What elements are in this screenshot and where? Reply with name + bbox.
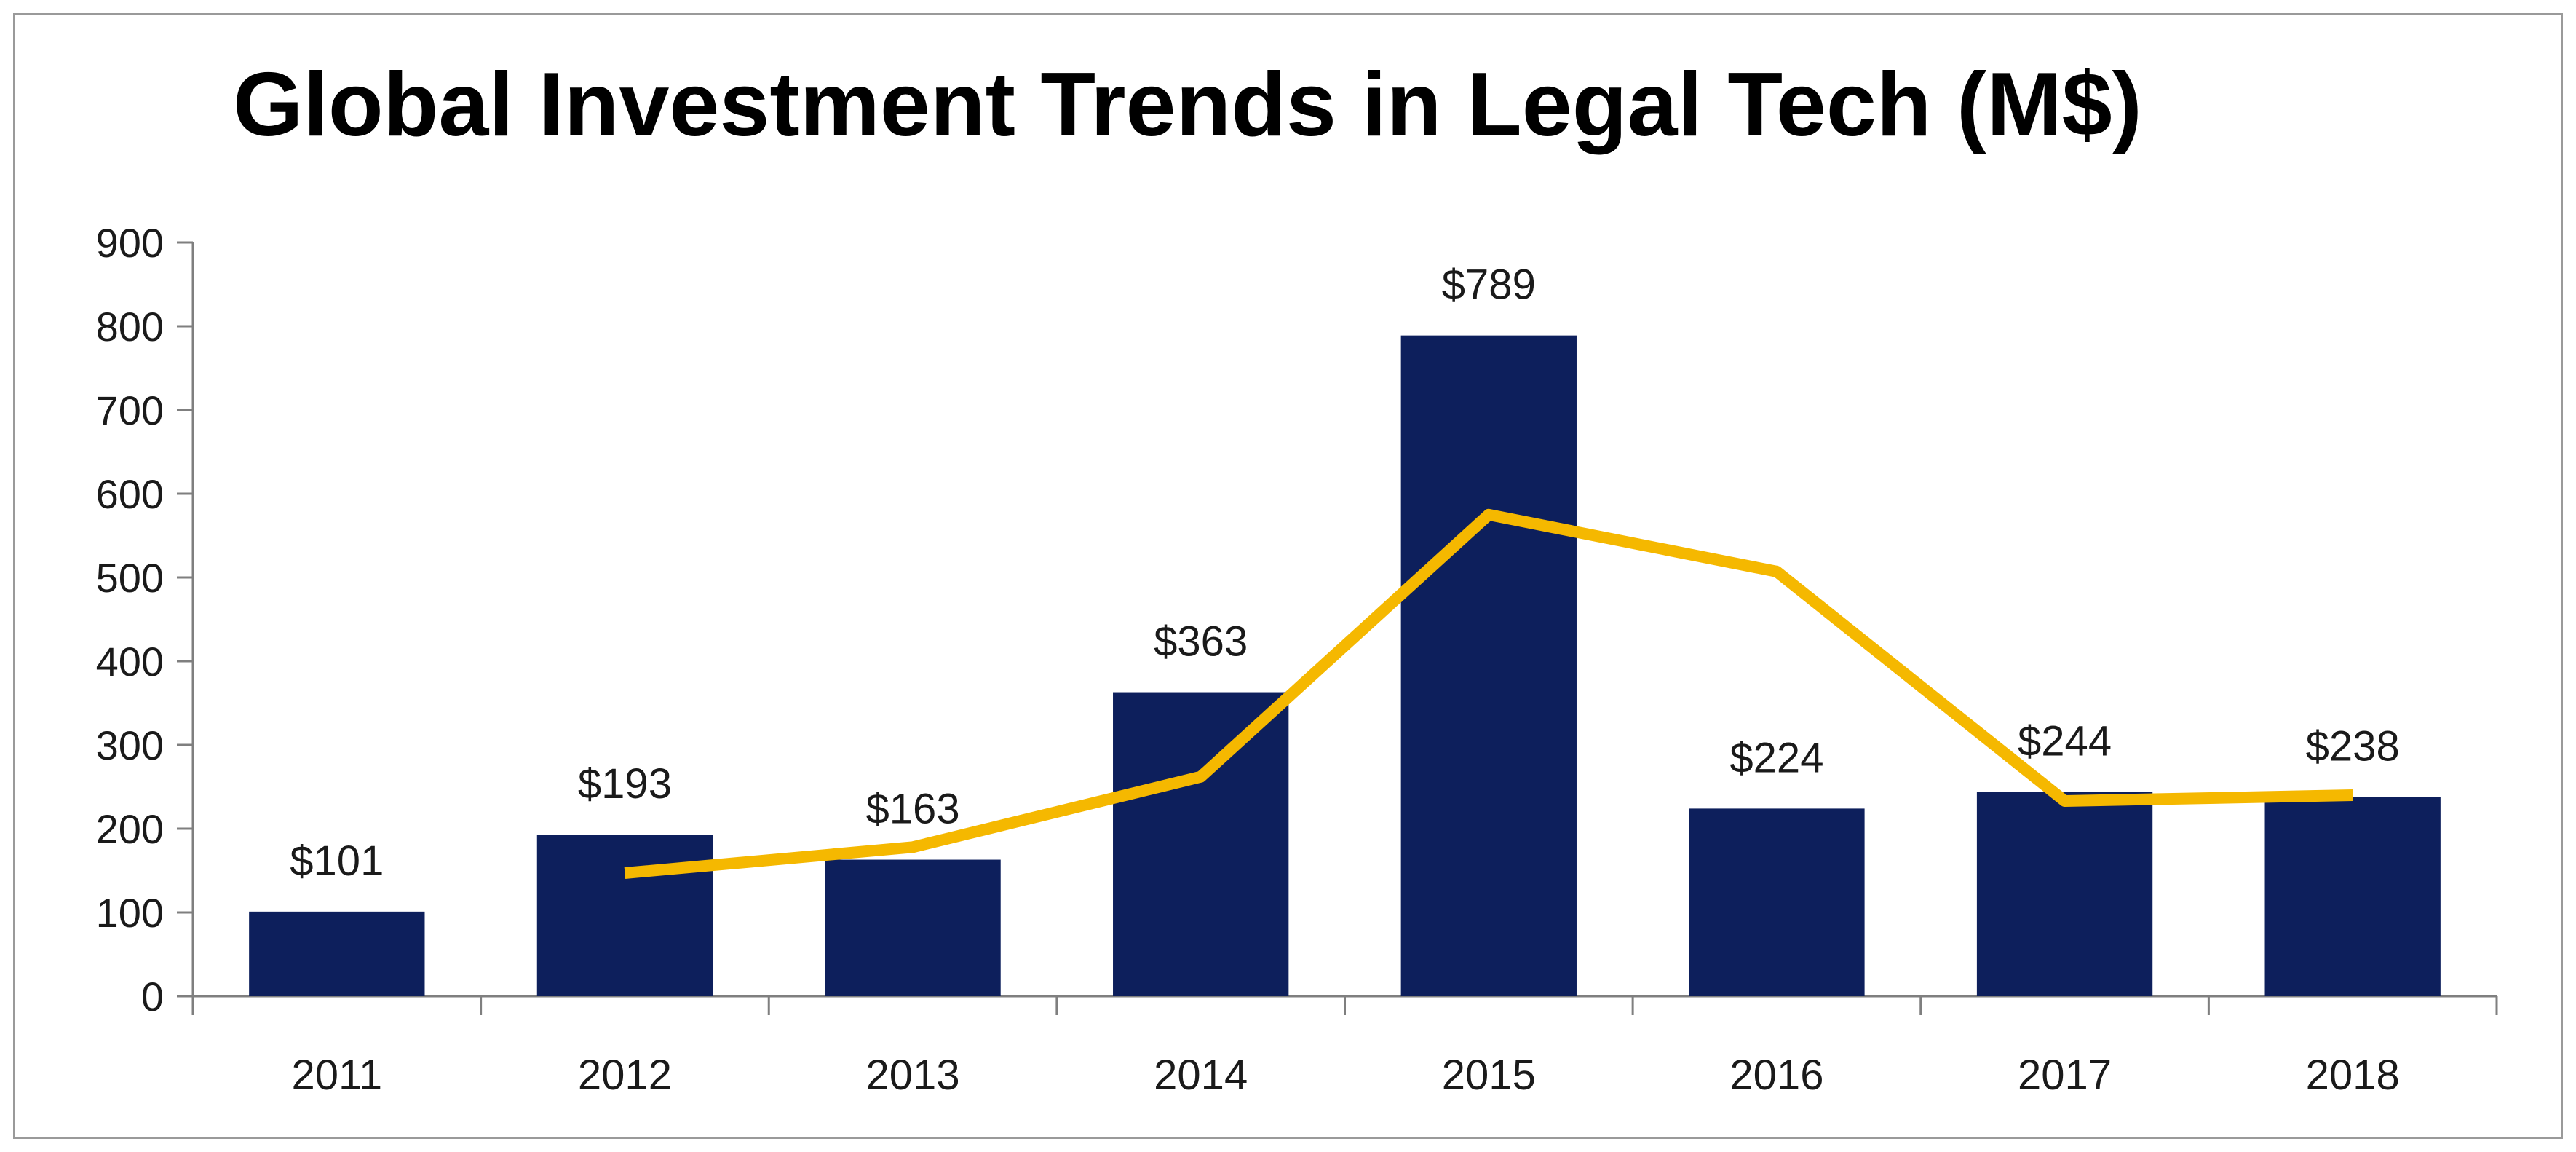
y-tick-label: 200 bbox=[96, 806, 164, 852]
y-tick-label: 700 bbox=[96, 387, 164, 433]
bar-2011 bbox=[249, 911, 425, 996]
chart-title: Global Investment Trends in Legal Tech (… bbox=[233, 55, 2142, 155]
bars bbox=[249, 335, 2441, 996]
x-tick-label: 2011 bbox=[291, 1052, 382, 1099]
y-tick-label: 600 bbox=[96, 471, 164, 517]
bar-2017 bbox=[1976, 792, 2153, 996]
data-label-2014: $363 bbox=[1154, 618, 1248, 666]
y-tick-label: 500 bbox=[96, 555, 164, 601]
x-tick-label: 2014 bbox=[1154, 1052, 1248, 1099]
bar-2018 bbox=[2264, 797, 2441, 996]
y-tick-label: 900 bbox=[96, 220, 164, 266]
y-tick-label: 300 bbox=[96, 722, 164, 768]
x-tick-label: 2013 bbox=[866, 1052, 960, 1099]
x-tick-label: 2016 bbox=[1729, 1052, 1823, 1099]
data-label-2011: $101 bbox=[290, 837, 384, 885]
data-label-2015: $789 bbox=[1442, 261, 1536, 309]
x-tick-label: 2018 bbox=[2306, 1052, 2400, 1099]
x-tick-label: 2015 bbox=[1442, 1052, 1536, 1099]
x-tick-label: 2012 bbox=[578, 1052, 672, 1099]
data-label-2018: $238 bbox=[2306, 722, 2400, 770]
axes: 0 100 200 300 400 500 600 700 800 900 2011 2012 2013… bbox=[96, 220, 2498, 1099]
y-tick-label: 100 bbox=[96, 890, 164, 936]
x-tick-label: 2017 bbox=[2018, 1052, 2112, 1099]
trend-line-layer bbox=[624, 508, 2353, 879]
bar-2014 bbox=[1113, 692, 1289, 996]
bar-2016 bbox=[1689, 808, 1865, 996]
y-tick-label: 800 bbox=[96, 304, 164, 350]
y-tick-label: 0 bbox=[141, 974, 164, 1019]
data-label-2017: $244 bbox=[2018, 717, 2112, 765]
data-label-2013: $163 bbox=[866, 786, 960, 833]
data-label-2012: $193 bbox=[578, 760, 672, 808]
data-label-2016: $224 bbox=[1729, 734, 1823, 781]
bar-2013 bbox=[825, 859, 1001, 996]
bar-2015 bbox=[1400, 335, 1577, 996]
y-tick-label: 400 bbox=[96, 639, 164, 685]
data-labels: $101 $193 $163 $363 $789 $224 $244 $238 bbox=[290, 261, 2399, 885]
trend-line bbox=[624, 508, 2353, 879]
bar-2012 bbox=[536, 835, 713, 996]
